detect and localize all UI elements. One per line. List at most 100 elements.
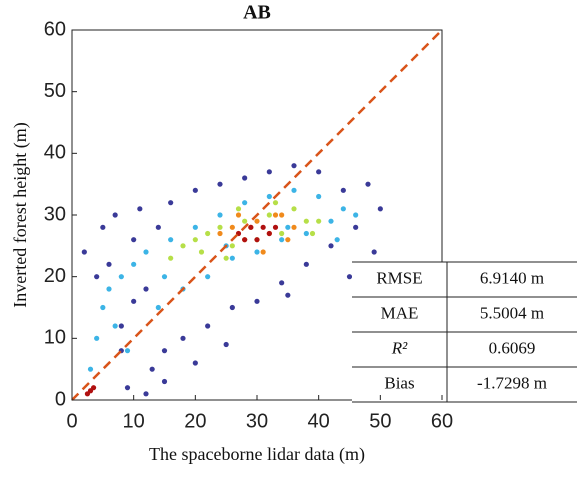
point bbox=[291, 206, 297, 212]
y-tick-label: 10 bbox=[44, 327, 66, 349]
point bbox=[124, 385, 131, 391]
point bbox=[137, 206, 143, 212]
point bbox=[371, 249, 377, 255]
point bbox=[353, 212, 359, 218]
point bbox=[81, 249, 87, 255]
point bbox=[131, 261, 137, 267]
point bbox=[90, 385, 97, 391]
point bbox=[112, 323, 118, 329]
point bbox=[205, 274, 211, 280]
point bbox=[266, 169, 272, 175]
point bbox=[272, 224, 279, 230]
x-tick-label: 60 bbox=[431, 410, 453, 432]
point bbox=[242, 218, 248, 224]
x-tick-label: 30 bbox=[246, 410, 268, 432]
table-cell: R² bbox=[391, 338, 408, 357]
point bbox=[149, 366, 155, 372]
point bbox=[266, 230, 272, 237]
point bbox=[365, 181, 371, 187]
point bbox=[94, 335, 100, 341]
point bbox=[334, 237, 340, 243]
point bbox=[180, 243, 186, 249]
reference-line bbox=[71, 29, 443, 401]
point bbox=[316, 193, 322, 200]
point bbox=[223, 341, 229, 348]
point bbox=[100, 224, 106, 230]
point bbox=[303, 230, 309, 237]
point bbox=[229, 243, 235, 249]
point bbox=[143, 286, 149, 292]
point bbox=[217, 212, 223, 218]
point bbox=[168, 237, 174, 243]
table-cell: Bias bbox=[384, 373, 414, 392]
x-tick-label: 0 bbox=[66, 410, 77, 432]
point bbox=[131, 298, 137, 304]
point bbox=[266, 212, 272, 218]
point bbox=[161, 348, 168, 354]
point bbox=[229, 255, 235, 261]
point bbox=[106, 286, 112, 292]
point bbox=[272, 212, 279, 218]
chart-title: AB bbox=[243, 2, 271, 24]
point bbox=[340, 187, 346, 193]
point bbox=[205, 323, 211, 329]
point bbox=[303, 261, 309, 267]
point bbox=[254, 298, 260, 304]
point bbox=[254, 237, 260, 243]
point bbox=[260, 249, 266, 255]
point bbox=[198, 249, 205, 255]
point bbox=[112, 212, 118, 218]
point bbox=[131, 237, 137, 243]
plot-area bbox=[71, 29, 443, 401]
point bbox=[180, 335, 186, 341]
point bbox=[272, 200, 279, 206]
point bbox=[118, 323, 124, 329]
point bbox=[84, 391, 91, 397]
point bbox=[254, 249, 260, 255]
point bbox=[279, 237, 285, 243]
point bbox=[291, 163, 297, 169]
point bbox=[192, 187, 198, 193]
y-tick-label: 0 bbox=[55, 388, 66, 410]
y-tick-label: 30 bbox=[44, 203, 66, 225]
x-tick-label: 50 bbox=[369, 410, 391, 432]
point bbox=[143, 391, 149, 397]
point bbox=[291, 224, 297, 230]
point bbox=[279, 230, 285, 237]
y-tick-label: 20 bbox=[44, 265, 66, 287]
point bbox=[155, 224, 161, 230]
point bbox=[94, 274, 100, 280]
point bbox=[205, 230, 211, 237]
point bbox=[161, 274, 168, 280]
point bbox=[260, 224, 266, 230]
point bbox=[328, 218, 334, 224]
point bbox=[254, 218, 260, 224]
point bbox=[118, 274, 124, 280]
y-tick-label: 40 bbox=[44, 142, 66, 164]
point bbox=[242, 237, 248, 243]
y-axis-label: Inverted forest height (m) bbox=[10, 122, 31, 307]
point bbox=[161, 378, 168, 385]
point bbox=[279, 280, 285, 286]
table-cell: 6.9140 m bbox=[480, 268, 544, 287]
point bbox=[168, 255, 174, 261]
point bbox=[192, 224, 198, 230]
y-tick-label: 50 bbox=[44, 80, 66, 102]
point bbox=[124, 348, 131, 354]
point bbox=[316, 218, 322, 224]
table-cell: 0.6069 bbox=[489, 338, 536, 357]
x-tick-label: 20 bbox=[184, 410, 206, 432]
point bbox=[217, 224, 223, 230]
point bbox=[192, 237, 198, 243]
point bbox=[87, 366, 94, 372]
point bbox=[235, 206, 242, 212]
point bbox=[248, 224, 254, 230]
point bbox=[340, 206, 346, 212]
point bbox=[235, 212, 242, 218]
table-cell: 5.5004 m bbox=[480, 303, 544, 322]
point bbox=[353, 224, 359, 230]
table-cell: -1.7298 m bbox=[477, 373, 547, 392]
table-cell: MAE bbox=[381, 303, 419, 322]
point bbox=[279, 212, 285, 218]
